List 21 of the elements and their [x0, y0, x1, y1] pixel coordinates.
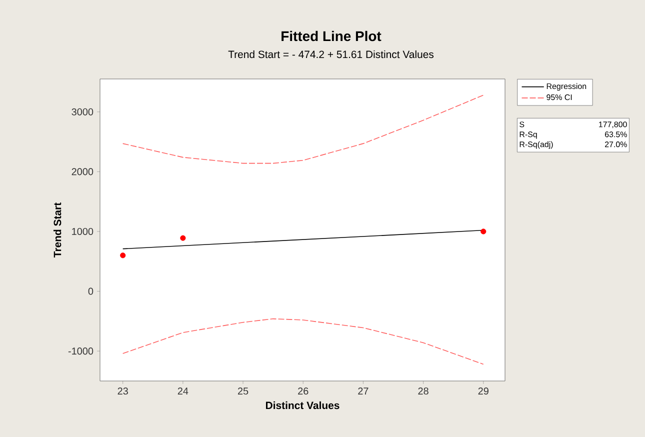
x-tick-label: 29	[478, 388, 488, 395]
line-series	[122, 318, 484, 365]
x-tick-label: 25	[238, 388, 248, 395]
x-tick-label: 26	[298, 388, 308, 395]
y-tick-label: -1000	[68, 348, 94, 355]
point	[480, 228, 486, 234]
point	[120, 252, 126, 258]
x-tick-label: 27	[358, 388, 368, 394]
y-axis-title: Trend Start	[53, 202, 62, 258]
chart-subtitle: Trend Start = - 474.2 + 51.61 Distinct Values	[228, 50, 434, 58]
y-tick-label: 2000	[72, 168, 94, 176]
point	[180, 235, 186, 241]
x-tick-label: 24	[178, 388, 188, 394]
y-tick-label: 1000	[72, 228, 94, 236]
chart-title: Fitted Line Plot	[282, 30, 382, 42]
y-tick-label: 3000	[72, 108, 94, 116]
y-tick-label: 0	[88, 288, 94, 295]
line-series	[122, 94, 484, 164]
x-axis-title: Distinct Values	[266, 401, 340, 410]
x-tick-label: 23	[118, 388, 128, 395]
x-tick-label: 28	[418, 388, 428, 395]
